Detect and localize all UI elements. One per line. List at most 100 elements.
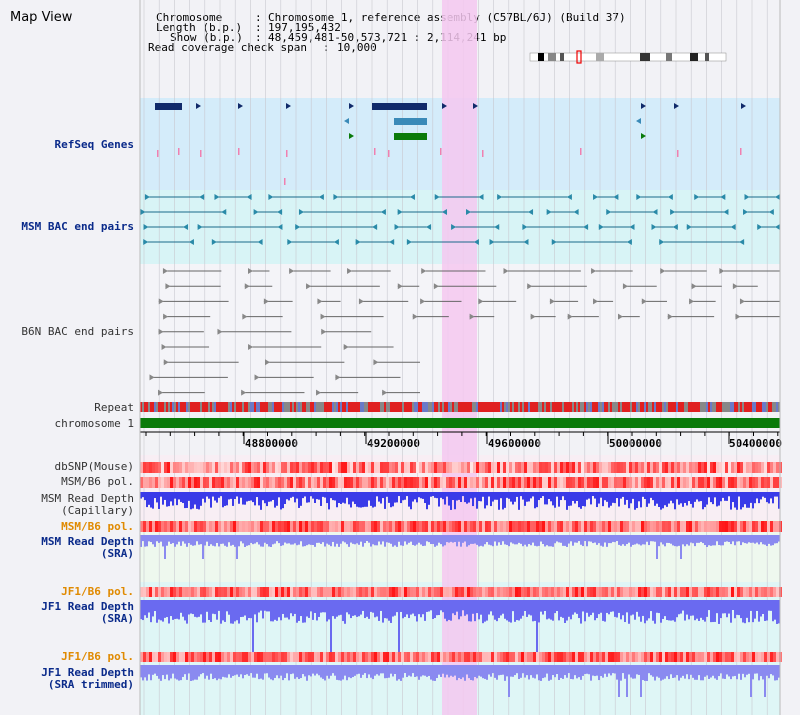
depth-bar [420, 600, 422, 618]
repeat-segment [410, 402, 412, 412]
pol-cell [491, 652, 494, 662]
depth-bar [572, 535, 574, 546]
pol-cell [638, 521, 641, 532]
dbsnp-cell [656, 462, 659, 473]
depth-bar [624, 665, 626, 679]
depth-bar [348, 535, 350, 547]
depth-bar [310, 600, 312, 612]
depth-bar [776, 535, 778, 544]
pol-cell [692, 652, 695, 662]
depth-bar [462, 665, 464, 678]
repeat-segment [738, 402, 740, 412]
pol-cell [521, 521, 524, 532]
depth-bar [774, 535, 776, 544]
pol-cell [437, 587, 440, 597]
pol-cell [536, 477, 539, 488]
pol-cell [695, 652, 698, 662]
bac-end-marker [691, 283, 697, 290]
pol-cell [731, 477, 734, 488]
depth-bar [640, 600, 642, 622]
depth-bar [176, 600, 178, 619]
pol-cell [497, 521, 500, 532]
pol-cell [311, 652, 314, 662]
depth-bar [726, 600, 728, 618]
pol-cell [533, 652, 536, 662]
pol-cell [602, 477, 605, 488]
dbsnp-cell [680, 462, 683, 473]
depth-bar [274, 535, 276, 544]
depth-bar [256, 665, 258, 674]
depth-bar [634, 535, 636, 545]
pol-cell [422, 587, 425, 597]
depth-bar [566, 665, 568, 678]
depth-bar [584, 492, 586, 507]
depth-bar [222, 600, 224, 621]
bac-end-marker [739, 298, 745, 305]
depth-bar [224, 600, 226, 622]
depth-bar [750, 492, 752, 503]
depth-bar [206, 600, 208, 612]
pol-cell [623, 652, 626, 662]
pol-cell [251, 587, 254, 597]
depth-bar [674, 492, 676, 510]
bac-end-marker [318, 194, 324, 200]
dbsnp-cell [446, 462, 449, 473]
depth-bar [398, 535, 400, 542]
pol-cell [437, 521, 440, 532]
pol-cell [764, 521, 767, 532]
depth-bar [250, 492, 252, 501]
depth-bar [578, 665, 580, 678]
pol-cell [272, 652, 275, 662]
depth-bar [414, 665, 416, 677]
depth-bar [290, 600, 292, 614]
pol-cell [683, 587, 686, 597]
repeat-segment [726, 402, 728, 412]
pol-cell [704, 477, 707, 488]
repeat-segment [378, 402, 380, 412]
depth-bar [214, 665, 216, 679]
repeat-segment [232, 402, 234, 412]
depth-bar [190, 492, 192, 510]
depth-bar [142, 665, 144, 681]
depth-bar [362, 535, 364, 547]
repeat-segment [406, 402, 408, 412]
depth-bar [532, 665, 534, 678]
repeat-segment [276, 402, 278, 412]
depth-bar [662, 535, 664, 545]
depth-bar [684, 535, 686, 547]
repeat-segment [154, 402, 156, 412]
repeat-segment [350, 402, 352, 412]
depth-bar [368, 492, 370, 501]
pol-cell [464, 587, 467, 597]
track-label-msm-b6-pol-2: MSM/B6 pol. [61, 520, 134, 533]
pol-cell [506, 652, 509, 662]
depth-bar [204, 535, 206, 546]
depth-bar [284, 665, 286, 678]
depth-bar [488, 600, 490, 615]
pol-cell [227, 477, 230, 488]
pol-cell [479, 652, 482, 662]
depth-bar [530, 600, 532, 616]
depth-bar [766, 600, 768, 621]
depth-bar [454, 665, 456, 676]
depth-bar [294, 665, 296, 679]
depth-bar [162, 492, 164, 505]
dbsnp-cell [737, 462, 740, 473]
depth-bar [456, 492, 458, 501]
bac-end-marker [333, 239, 339, 245]
pol-cell [245, 477, 248, 488]
repeat-segment [220, 402, 222, 412]
depth-bar [432, 665, 434, 681]
pol-cell [728, 521, 731, 532]
depth-bar [712, 492, 714, 505]
depth-bar [158, 492, 160, 509]
depth-bar [160, 535, 162, 542]
depth-bar [308, 492, 310, 503]
pol-cell [473, 521, 476, 532]
depth-bar [596, 492, 598, 508]
depth-bar [694, 665, 696, 680]
pol-cell [662, 587, 665, 597]
bac-end-marker [264, 359, 270, 366]
depth-bar [412, 600, 414, 614]
